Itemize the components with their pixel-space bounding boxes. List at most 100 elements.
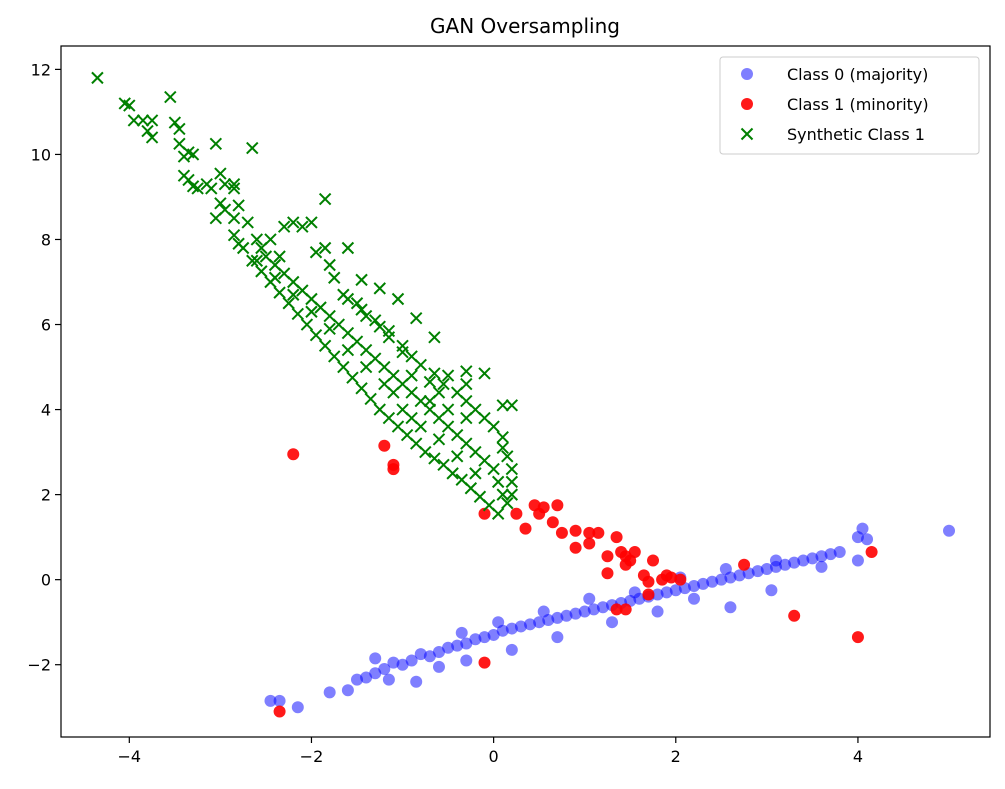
data-point xyxy=(273,705,286,718)
data-point xyxy=(309,246,323,259)
data-point xyxy=(323,686,336,699)
data-point xyxy=(491,475,505,489)
data-point xyxy=(214,197,227,210)
data-point xyxy=(492,616,505,629)
data-point xyxy=(706,575,719,588)
data-point xyxy=(751,565,764,578)
data-point xyxy=(250,233,264,246)
data-point xyxy=(246,141,259,155)
data-point xyxy=(442,641,455,654)
data-point xyxy=(665,571,678,584)
data-point xyxy=(428,367,441,380)
data-point xyxy=(300,318,314,331)
data-point xyxy=(451,639,464,652)
data-point xyxy=(318,192,332,206)
data-point xyxy=(318,241,332,255)
data-point xyxy=(255,265,268,278)
data-point xyxy=(186,148,200,161)
data-point xyxy=(432,660,445,673)
data-point xyxy=(360,671,373,684)
y-tick-label: 8 xyxy=(41,230,51,249)
data-point xyxy=(350,297,364,310)
data-point xyxy=(423,375,437,389)
data-point xyxy=(769,554,782,567)
data-point xyxy=(250,254,264,267)
data-point xyxy=(414,420,427,433)
data-point xyxy=(569,524,582,537)
data-point xyxy=(405,369,418,382)
data-point xyxy=(123,99,136,112)
data-point xyxy=(865,546,878,559)
data-point xyxy=(760,563,773,576)
data-point xyxy=(127,114,141,127)
data-point xyxy=(537,605,550,618)
data-point xyxy=(861,533,874,546)
data-point xyxy=(642,588,655,601)
data-point xyxy=(501,496,514,510)
x-tick-label: 4 xyxy=(853,747,863,766)
data-point xyxy=(505,643,518,656)
series-2 xyxy=(91,71,519,520)
data-point xyxy=(341,241,355,255)
data-point xyxy=(227,229,241,242)
data-point xyxy=(145,131,159,144)
data-point xyxy=(505,488,519,501)
data-point xyxy=(460,377,473,391)
data-point xyxy=(355,303,368,316)
data-point xyxy=(487,628,500,641)
data-point xyxy=(647,554,660,567)
data-point xyxy=(583,537,596,550)
data-point xyxy=(227,182,241,195)
data-point xyxy=(501,450,514,463)
data-point xyxy=(323,322,336,335)
data-point xyxy=(569,607,582,620)
data-point xyxy=(164,90,177,104)
data-point xyxy=(355,382,368,395)
data-point xyxy=(323,258,336,272)
data-point xyxy=(432,433,446,446)
data-point xyxy=(291,701,304,714)
data-point xyxy=(469,467,482,480)
data-point xyxy=(328,350,341,363)
data-point xyxy=(91,71,104,85)
data-point xyxy=(560,609,573,622)
data-point xyxy=(546,516,559,529)
series-0 xyxy=(264,522,956,714)
data-point xyxy=(687,580,700,593)
data-point xyxy=(359,309,373,323)
x-tick-label: 0 xyxy=(489,747,499,766)
data-point xyxy=(264,233,277,246)
data-point xyxy=(396,345,409,359)
data-point xyxy=(460,654,473,667)
data-point xyxy=(478,656,491,669)
data-point xyxy=(510,507,523,520)
data-point xyxy=(296,220,309,233)
x-tick-label: 2 xyxy=(671,747,681,766)
data-point xyxy=(136,114,150,127)
data-point xyxy=(592,526,605,539)
data-point xyxy=(209,212,223,225)
data-point xyxy=(856,522,869,535)
series-1 xyxy=(273,439,878,718)
data-point xyxy=(733,569,746,582)
data-point xyxy=(478,367,491,380)
legend-item: Class 1 (minority) xyxy=(741,95,929,114)
data-point xyxy=(441,403,455,416)
data-point xyxy=(524,618,537,631)
data-point xyxy=(246,254,259,267)
data-point xyxy=(537,501,550,514)
data-point xyxy=(715,573,728,586)
data-point xyxy=(496,399,509,412)
data-point xyxy=(437,377,450,391)
y-tick-label: −2 xyxy=(27,656,51,675)
data-point xyxy=(268,271,282,284)
data-point xyxy=(378,662,391,675)
data-point xyxy=(724,601,737,614)
x-axis: −4 −2 0 2 4 xyxy=(118,737,863,766)
data-point xyxy=(214,167,227,180)
data-point xyxy=(432,645,445,658)
data-point xyxy=(227,177,241,191)
data-point xyxy=(460,365,473,378)
legend-label: Class 1 (minority) xyxy=(787,95,929,114)
